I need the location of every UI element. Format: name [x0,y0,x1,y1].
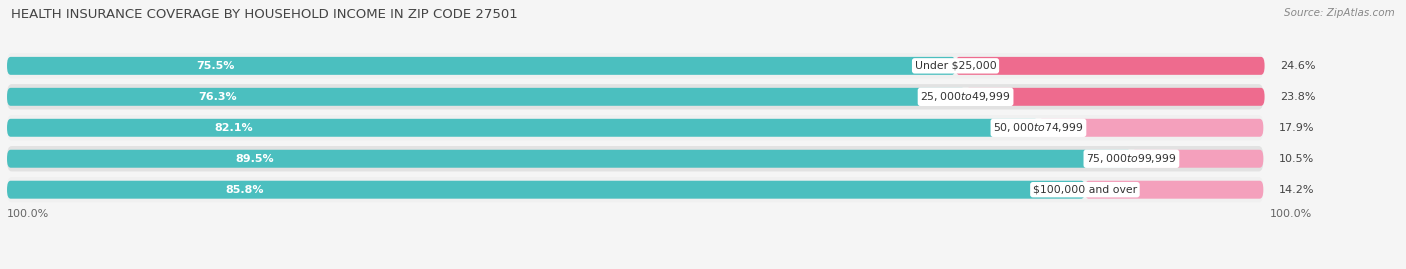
FancyBboxPatch shape [956,57,1264,75]
Text: 82.1%: 82.1% [215,123,253,133]
FancyBboxPatch shape [7,53,1264,79]
Text: Source: ZipAtlas.com: Source: ZipAtlas.com [1284,8,1395,18]
FancyBboxPatch shape [7,146,1264,171]
Text: 100.0%: 100.0% [7,209,49,219]
FancyBboxPatch shape [1039,119,1264,137]
FancyBboxPatch shape [7,177,1264,202]
Text: 14.2%: 14.2% [1278,185,1313,195]
Text: 17.9%: 17.9% [1278,123,1313,133]
Text: Under $25,000: Under $25,000 [915,61,997,71]
Text: 75.5%: 75.5% [197,61,235,71]
Text: 89.5%: 89.5% [235,154,274,164]
Text: 100.0%: 100.0% [1270,209,1312,219]
FancyBboxPatch shape [7,119,1039,137]
FancyBboxPatch shape [7,57,956,75]
Text: $75,000 to $99,999: $75,000 to $99,999 [1087,152,1177,165]
Text: $50,000 to $74,999: $50,000 to $74,999 [993,121,1084,134]
FancyBboxPatch shape [7,88,966,106]
FancyBboxPatch shape [1085,181,1264,199]
FancyBboxPatch shape [1132,150,1264,168]
Text: 85.8%: 85.8% [225,185,263,195]
Text: 23.8%: 23.8% [1279,92,1315,102]
Text: 24.6%: 24.6% [1279,61,1315,71]
Text: $100,000 and over: $100,000 and over [1033,185,1137,195]
Text: 10.5%: 10.5% [1278,154,1313,164]
Text: $25,000 to $49,999: $25,000 to $49,999 [921,90,1011,103]
FancyBboxPatch shape [7,115,1264,140]
FancyBboxPatch shape [966,88,1264,106]
FancyBboxPatch shape [7,150,1132,168]
Text: HEALTH INSURANCE COVERAGE BY HOUSEHOLD INCOME IN ZIP CODE 27501: HEALTH INSURANCE COVERAGE BY HOUSEHOLD I… [11,8,517,21]
Text: 76.3%: 76.3% [198,92,238,102]
FancyBboxPatch shape [7,181,1085,199]
FancyBboxPatch shape [7,84,1264,109]
